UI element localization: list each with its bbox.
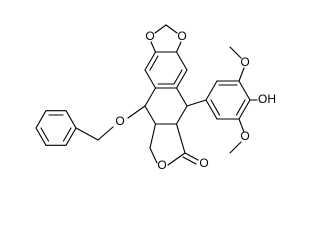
atom-label: OH: [258, 92, 276, 106]
atom-label: O: [240, 129, 249, 143]
atom-labels: O O O O OH O O O: [115, 29, 276, 172]
atom-label: O: [115, 114, 124, 128]
atom-label: O: [199, 156, 208, 170]
structure-diagram: O O O O OH O O O: [35, 24, 276, 172]
atom-label: O: [240, 55, 249, 69]
bonds: [35, 24, 258, 166]
atom-label: O: [177, 29, 186, 43]
atom-label: O: [145, 29, 154, 43]
atom-label: O: [157, 158, 166, 172]
